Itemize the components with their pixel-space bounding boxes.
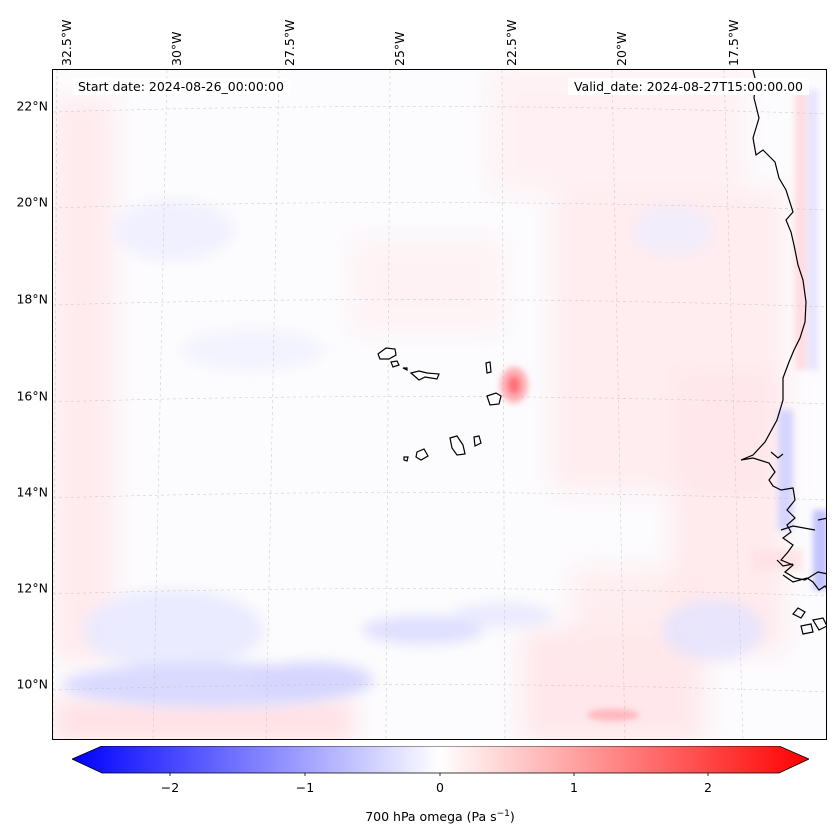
colorbar-tick-label: 1 [570, 780, 578, 795]
lon-label: 32.5°W [58, 19, 74, 66]
colorbar [72, 746, 809, 776]
colorbar-tick-label: −1 [295, 780, 315, 795]
island-santa-luzia [402, 367, 408, 371]
start-date-label: Start date: 2024-08-26_00:00:00 [72, 78, 290, 95]
island-maio [473, 435, 482, 447]
lon-label: 27.5°W [281, 19, 297, 66]
map-panel [52, 69, 827, 740]
negative-omega-region [63, 200, 763, 707]
island-sao-vicente [390, 360, 400, 368]
island-brava [403, 456, 409, 462]
island-sal [485, 361, 492, 374]
colorbar-tick-label: 2 [704, 780, 712, 795]
lat-label: 22°N [16, 98, 48, 114]
island-fogo [415, 448, 429, 461]
colorbar-tick-label: 0 [436, 780, 444, 795]
lon-label: 22.5°W [503, 19, 519, 66]
island-santo-antao [377, 347, 397, 360]
omega-field-map [53, 70, 826, 739]
lat-label: 18°N [16, 291, 48, 307]
lat-label: 12°N [16, 580, 48, 596]
lat-label: 14°N [16, 484, 48, 500]
colorbar-ticks [169, 773, 709, 776]
island-santiago [449, 435, 466, 456]
island-boa-vista [486, 392, 502, 406]
lat-label: 20°N [16, 194, 48, 210]
lon-label: 30°W [168, 31, 184, 66]
map-gridlines [53, 70, 826, 739]
colorbar-body [72, 746, 809, 774]
valid-date-label: Valid_date: 2024-08-27T15:00:00.00 [567, 78, 809, 95]
colorbar-title-text: 700 hPa omega (Pa s [365, 809, 497, 825]
island-sao-nicolau [409, 370, 440, 381]
colorbar-tick-label: −2 [160, 780, 180, 795]
lat-label: 10°N [16, 676, 48, 692]
africa-coastline [740, 70, 826, 635]
strong-positive-omega-spot [500, 367, 639, 721]
colorbar-title-exponent: −1 [496, 809, 510, 819]
colorbar-title-suffix: ) [509, 809, 515, 825]
lon-label: 20°W [613, 31, 629, 66]
cape-verde-islands [377, 347, 502, 462]
colorbar-title: 700 hPa omega (Pa s−1) [365, 809, 515, 824]
lon-label: 17.5°W [725, 19, 741, 66]
lat-label: 16°N [16, 388, 48, 404]
lon-label: 25°W [391, 31, 407, 66]
